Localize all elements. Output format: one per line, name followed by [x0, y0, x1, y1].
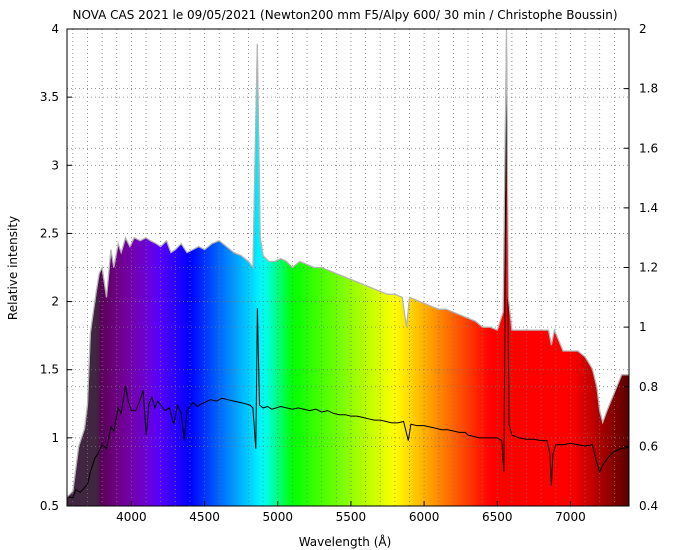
y-tick-label: 2	[51, 295, 59, 309]
y2-tick-label: 1.6	[639, 141, 658, 155]
y2-tick-label: 0.8	[639, 380, 658, 394]
x-tick-label: 5500	[336, 510, 367, 524]
y-tick-label: 0.5	[40, 499, 59, 513]
y2-tick-label: 0.6	[639, 439, 658, 453]
y2-tick-label: 1	[639, 320, 647, 334]
y-tick-label: 1	[51, 431, 59, 445]
x-tick-label: 7000	[555, 510, 586, 524]
x-tick-label: 5000	[262, 510, 293, 524]
y-tick-label: 4	[51, 22, 59, 36]
y2-tick-label: 1.4	[639, 201, 658, 215]
x-tick-label: 4000	[116, 510, 147, 524]
spectrum-black-line	[67, 49, 629, 499]
x-tick-label: 4500	[189, 510, 220, 524]
y-axis-label: Relative intensity	[6, 216, 20, 320]
y-tick-label: 3.5	[40, 90, 59, 104]
spectrum-envelope-outline	[67, 29, 629, 498]
grid-lines	[67, 29, 629, 506]
x-tick-label: 6500	[482, 510, 513, 524]
y2-tick-label: 2	[639, 22, 647, 36]
axis-ticks-and-labels: 4000 4500 5000 5500 6000 6500 7000 0.5 1 1.5 2 2.5 3…	[40, 22, 658, 524]
y-tick-label: 3	[51, 158, 59, 172]
y-tick-label: 2.5	[40, 226, 59, 240]
y2-tick-label: 1.8	[639, 82, 658, 96]
y2-tick-label: 1.2	[639, 261, 658, 275]
x-tick-label: 6000	[409, 510, 440, 524]
chart-title: NOVA CAS 2021 le 09/05/2021 (Newton200 m…	[72, 8, 617, 22]
x-axis-label: Wavelength (Å)	[299, 534, 392, 549]
y2-tick-label: 0.4	[639, 499, 658, 513]
y-tick-label: 1.5	[40, 363, 59, 377]
